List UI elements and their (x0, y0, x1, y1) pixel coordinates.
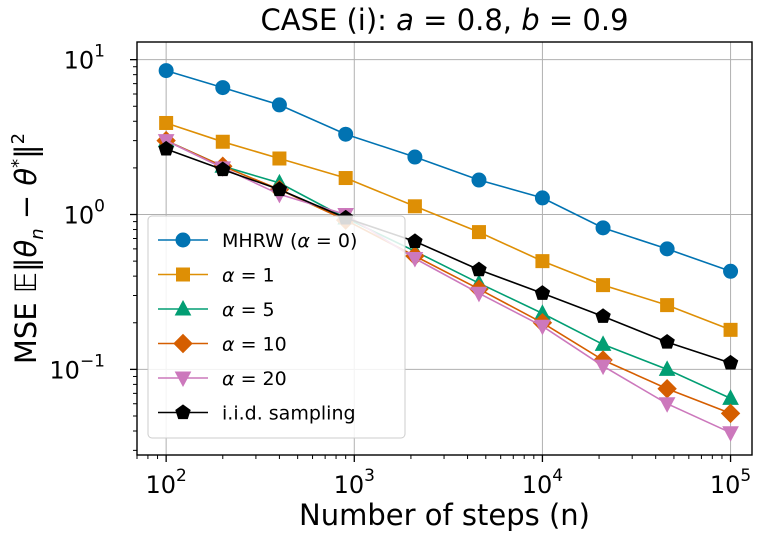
data-point (659, 241, 675, 257)
data-point (215, 161, 231, 177)
data-point (534, 190, 550, 206)
data-point (722, 354, 739, 370)
legend-item: α = 1 (158, 265, 275, 287)
legend-label: i.i.d. sampling (222, 403, 356, 425)
data-point (595, 308, 611, 323)
series-line (165, 122, 731, 331)
data-point (271, 97, 287, 113)
data-point (723, 322, 738, 337)
data-point (723, 263, 739, 279)
data-point (722, 389, 739, 405)
x-tick-label: 103 (334, 466, 375, 499)
ticks: 102 103 104 105 10−1 100 101 (49, 42, 751, 499)
series-line (165, 69, 731, 273)
legend-item: α = 5 (158, 299, 275, 321)
legend-box (147, 215, 406, 439)
data-point (158, 63, 174, 79)
y-tick-label: 101 (64, 42, 105, 75)
legend-label: MHRW (α = 0) (222, 230, 357, 252)
series-1 (159, 115, 738, 337)
data-point (534, 319, 551, 336)
data-point (658, 397, 676, 413)
series-layer (156, 63, 741, 442)
data-point (338, 126, 354, 142)
y-axis-title: MSE 𝔼‖θn − θ*‖2 (8, 133, 48, 364)
data-point (158, 140, 174, 156)
series-line (165, 148, 731, 364)
series-line (165, 139, 731, 415)
data-point (338, 171, 353, 186)
legend-item: α = 20 (158, 368, 287, 390)
data-point (595, 220, 611, 236)
legend-marker (175, 232, 191, 248)
y-tick-label: 100 (64, 197, 105, 230)
x-tick-label: 104 (522, 466, 563, 499)
chart-title: CASE (i): a = 0.8, b = 0.9 (260, 3, 628, 37)
legend-item: i.i.d. sampling (158, 403, 356, 425)
x-tick-label: 102 (145, 466, 186, 499)
legend-label: α = 10 (222, 334, 287, 356)
data-point (407, 199, 422, 214)
data-point (159, 115, 174, 130)
legend-label: α = 1 (222, 265, 275, 287)
data-point (722, 426, 739, 442)
legend-label: α = 5 (222, 299, 275, 321)
legend-marker (175, 404, 191, 420)
data-point (471, 261, 487, 277)
data-point (720, 403, 741, 424)
data-point (596, 278, 611, 293)
series-0 (158, 63, 739, 279)
data-point (215, 134, 230, 149)
data-point (657, 379, 677, 399)
x-axis-title: Number of steps (n) (299, 498, 590, 532)
data-point (271, 181, 288, 197)
legend-marker (174, 371, 192, 388)
data-point (471, 225, 486, 240)
data-point (594, 359, 612, 376)
data-point (659, 333, 675, 349)
legend-marker (173, 333, 193, 354)
data-point (470, 286, 488, 303)
series-line (165, 139, 731, 400)
data-point (471, 172, 487, 188)
data-point (594, 335, 612, 351)
y-tick-label: 10−1 (49, 351, 105, 384)
data-point (658, 360, 676, 376)
data-point (660, 298, 675, 313)
data-point (535, 254, 550, 269)
legend-marker (174, 299, 192, 316)
data-point (407, 233, 423, 249)
legend-label: α = 20 (222, 368, 287, 390)
x-tick-label: 105 (710, 466, 751, 499)
series-line (165, 139, 731, 434)
legend-item: α = 10 (158, 334, 287, 356)
legend-marker (176, 267, 190, 282)
legend: MHRW (α = 0) α = 1 α = 5 α = 10 α = 20 i.i.d.… (147, 215, 406, 439)
data-point (407, 149, 423, 165)
legend-item: MHRW (α = 0) (158, 230, 357, 252)
data-point (272, 151, 287, 166)
data-point (406, 251, 424, 268)
data-point (534, 285, 551, 300)
data-point (215, 80, 231, 96)
